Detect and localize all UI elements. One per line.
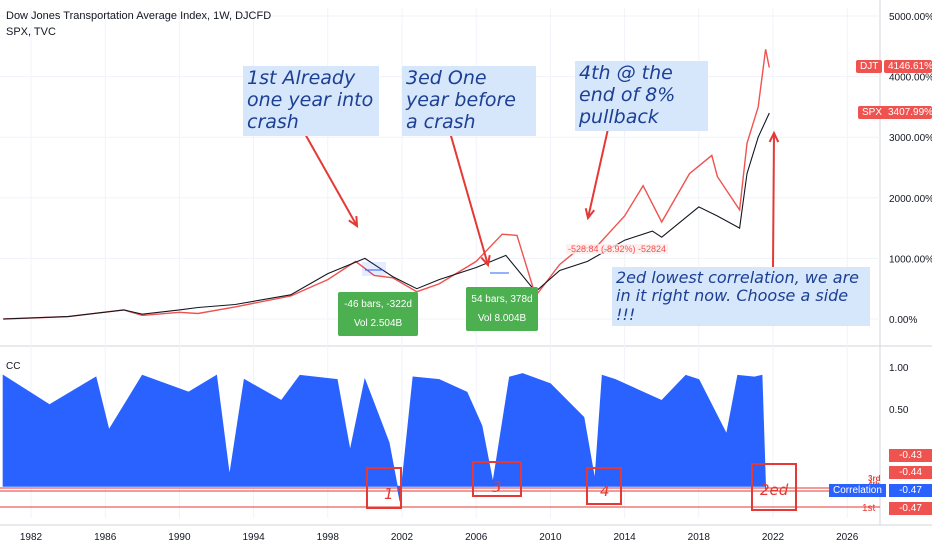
arrow-2-head xyxy=(480,254,491,268)
cc-third-label: 3rd xyxy=(868,474,881,483)
mark-1: 1 xyxy=(384,485,394,503)
note-3[interactable]: 4th @ the end of 8% pullback xyxy=(575,61,708,131)
x-tick-1994: 1994 xyxy=(242,532,265,543)
x-tick-1986: 1986 xyxy=(94,532,117,543)
mark-box-1 xyxy=(472,461,522,497)
range-2-vol: Vol 8.004B xyxy=(477,313,527,324)
arrow-2 xyxy=(444,114,489,266)
djt-tag-name: DJT xyxy=(856,60,883,73)
first-value-tag: -0.47 xyxy=(889,502,932,515)
cc-tag-low2: -0.44 xyxy=(889,466,932,479)
y-tick-0: 0.00% xyxy=(889,315,917,326)
note-1[interactable]: 1st Already one year into crash xyxy=(243,66,379,136)
series-correlation xyxy=(2,373,767,502)
cc-tick-1: 0.50 xyxy=(889,405,909,416)
djt-tag-value: 4146.61% xyxy=(884,60,932,73)
chart-subtitle[interactable]: SPX, TVC xyxy=(6,26,56,38)
arrow-1-head xyxy=(348,215,359,229)
x-tick-1982: 1982 xyxy=(20,532,43,543)
arrow-1 xyxy=(299,124,358,227)
x-tick-2010: 2010 xyxy=(539,532,562,543)
cc-tag-low1: -0.43 xyxy=(889,449,932,462)
note-2[interactable]: 3ed One year before a crash xyxy=(402,66,536,136)
note-4[interactable]: 2ed lowest correlation, we are in it rig… xyxy=(612,267,870,327)
spx-tag-name: SPX xyxy=(858,106,887,119)
spx-tag-value: 3407.99% xyxy=(884,106,932,119)
indicator-label[interactable]: CC xyxy=(6,361,21,372)
y-tick-3: 3000.00% xyxy=(889,133,932,144)
series-djt xyxy=(3,49,770,320)
y-tick-2: 2000.00% xyxy=(889,194,932,205)
price-series xyxy=(3,49,770,320)
arrow-4 xyxy=(772,132,775,269)
y-tick-4: 4000.00% xyxy=(889,73,932,84)
mark-2ed: 2ed xyxy=(760,481,789,499)
mark-box-2 xyxy=(586,467,622,505)
y-tick-5: 5000.00% xyxy=(889,12,932,23)
correlation-area xyxy=(2,373,767,502)
range-shade-1 xyxy=(362,262,386,276)
x-tick-2002: 2002 xyxy=(391,532,414,543)
measure-label[interactable]: -528.84 (-8.92%) -52824 xyxy=(566,244,669,254)
x-tick-2006: 2006 xyxy=(465,532,488,543)
range-box-2[interactable]: 54 bars, 378d Vol 8.004B xyxy=(466,287,538,331)
x-tick-1990: 1990 xyxy=(168,532,191,543)
annotation-shapes xyxy=(0,114,880,511)
x-tick-2018: 2018 xyxy=(688,532,711,543)
mark-3: 3 xyxy=(492,478,502,496)
mark-box-3 xyxy=(751,463,797,511)
mark-4: 4 xyxy=(600,482,610,500)
correlation-tag-name: Correlation xyxy=(829,484,886,497)
first-label: 1st xyxy=(862,503,876,514)
range-box-1[interactable]: -46 bars, -322d Vol 2.504B xyxy=(338,292,418,336)
cc-tick-0: 1.00 xyxy=(889,363,909,374)
arrow-3-head xyxy=(584,208,595,221)
x-tick-2014: 2014 xyxy=(613,532,636,543)
x-tick-2022: 2022 xyxy=(762,532,785,543)
series-spx xyxy=(3,112,770,320)
x-tick-1998: 1998 xyxy=(317,532,340,543)
range-1-vol: Vol 2.504B xyxy=(353,318,403,329)
axes: 1982 1986 1990 1994 1998 2002 2006 2010 2014 2018… xyxy=(20,12,932,543)
arrow-3 xyxy=(587,119,611,219)
range-1-bars: -46 bars, -322d xyxy=(344,299,412,310)
correlation-tag-value: -0.47 xyxy=(889,484,932,497)
range-2-bars: 54 bars, 378d xyxy=(471,294,533,305)
y-tick-1: 1000.00% xyxy=(889,254,932,265)
chart-title: Dow Jones Transportation Average Index, … xyxy=(6,10,272,22)
x-tick-2026: 2026 xyxy=(836,532,859,543)
arrow-4-head xyxy=(768,130,780,143)
mark-box-0 xyxy=(366,467,402,509)
